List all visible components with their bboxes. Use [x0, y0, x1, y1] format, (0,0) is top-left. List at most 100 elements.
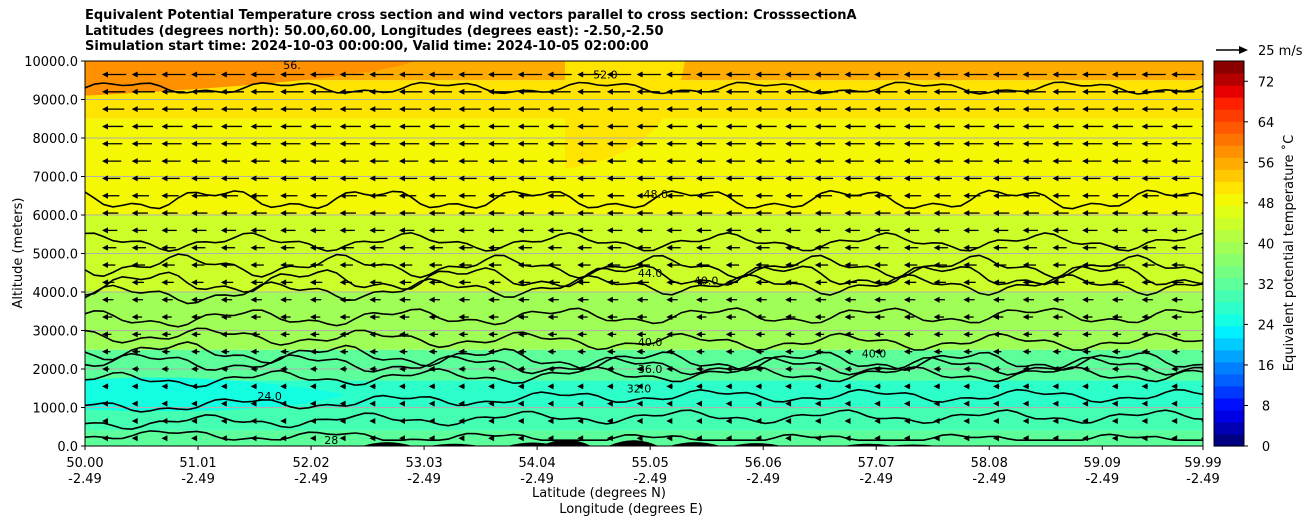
wind-vector-head-icon	[903, 210, 910, 217]
wind-vector-head-icon	[517, 296, 524, 303]
wind-vector-head-icon	[844, 400, 851, 407]
wind-vector-head-icon	[636, 175, 643, 182]
wind-vector-head-icon	[369, 123, 376, 130]
wind-vector-head-icon	[1171, 262, 1178, 269]
wind-vector-head-icon	[1111, 192, 1118, 199]
wind-vector-head-icon	[1111, 227, 1118, 234]
wind-vector-head-icon	[1141, 314, 1148, 321]
wind-vector-head-icon	[606, 140, 613, 147]
wind-vector-head-icon	[547, 383, 554, 390]
wind-vector-head-icon	[399, 435, 405, 442]
wind-vector-head-icon	[309, 244, 316, 251]
wind-vector-head-icon	[577, 88, 584, 95]
wind-vector-head-icon	[309, 88, 316, 95]
wind-vector-head-icon	[577, 435, 584, 442]
colorbar-swatch-9	[1214, 325, 1244, 339]
wind-vector-head-icon	[399, 348, 405, 355]
wind-vector-head-icon	[636, 314, 643, 321]
wind-vector-head-icon	[1082, 106, 1089, 113]
wind-vector-head-icon	[606, 366, 613, 372]
wind-vector-head-icon	[874, 366, 881, 372]
wind-vector-head-icon	[1082, 71, 1089, 78]
wind-vector-head-icon	[903, 400, 910, 407]
wind-vector-head-icon	[1171, 348, 1178, 355]
wind-vector-head-icon	[636, 348, 643, 355]
wind-vector-head-icon	[1052, 192, 1059, 199]
wind-vector-head-icon	[1200, 281, 1203, 284]
wind-vector-head-icon	[844, 123, 851, 130]
wind-vector-head-icon	[755, 383, 762, 390]
wind-vector-head-icon	[903, 331, 910, 338]
wind-vector-head-icon	[102, 244, 108, 251]
wind-vector-head-icon	[844, 435, 851, 442]
wind-vector-head-icon	[1111, 71, 1118, 78]
wind-vector-head-icon	[369, 331, 376, 338]
wind-vector-head-icon	[339, 106, 346, 113]
wind-vector-head-icon	[963, 279, 970, 286]
wind-vector-head-icon	[1171, 140, 1178, 147]
wind-vector-head-icon	[547, 366, 554, 372]
wind-vector-head-icon	[666, 123, 673, 130]
wind-vector-head-icon	[814, 71, 821, 78]
wind-vector-head-icon	[993, 123, 999, 130]
wind-vector-head-icon	[963, 140, 970, 147]
wind-vector-head-icon	[547, 348, 554, 355]
wind-vector-head-icon	[1111, 244, 1118, 251]
wind-vector-head-icon	[458, 210, 465, 217]
wind-vector-head-icon	[131, 366, 138, 372]
wind-vector-head-icon	[903, 314, 910, 321]
wind-vector-head-icon	[280, 123, 287, 130]
wind-vector-head-icon	[696, 140, 702, 147]
wind-vector-head-icon	[903, 88, 910, 95]
wind-vector-head-icon	[874, 400, 881, 407]
wind-vector-head-icon	[1111, 106, 1118, 113]
wind-vector-head-icon	[755, 331, 762, 338]
wind-vector-head-icon	[369, 348, 376, 355]
wind-vector-head-icon	[220, 140, 227, 147]
wind-vector-head-icon	[814, 262, 821, 269]
wind-vector-head-icon	[280, 210, 287, 217]
wind-vector-head-icon	[428, 244, 435, 251]
wind-vector-head-icon	[191, 262, 198, 269]
wind-vector-head-icon	[963, 314, 970, 321]
wind-vectors	[102, 71, 1203, 442]
wind-vector-head-icon	[666, 331, 673, 338]
wind-vector-head-icon	[874, 210, 881, 217]
wind-vector-head-icon	[250, 279, 257, 286]
wind-vector-head-icon	[577, 400, 584, 407]
wind-vector-head-icon	[131, 210, 138, 217]
x-tick-lon-8: -2.49	[972, 472, 1006, 487]
wind-vector-head-icon	[755, 123, 762, 130]
wind-vector-head-icon	[161, 279, 168, 286]
wind-vector-head-icon	[844, 192, 851, 199]
wind-vector-head-icon	[1171, 88, 1178, 95]
wind-vector-head-icon	[1171, 123, 1178, 130]
x-tick-lat-9: 59.09	[1084, 456, 1121, 471]
wind-vector-head-icon	[993, 71, 999, 78]
wind-vector-head-icon	[1022, 88, 1029, 95]
contour-line-12	[85, 409, 1203, 431]
wind-vector-head-icon	[399, 192, 405, 199]
wind-vector-head-icon	[1171, 400, 1178, 407]
wind-vector-head-icon	[280, 366, 287, 372]
wind-vector-head-icon	[517, 106, 524, 113]
wind-vector-head-icon	[725, 123, 732, 130]
wind-vector-head-icon	[725, 400, 732, 407]
wind-vector-head-icon	[102, 175, 108, 182]
wind-vector-head-icon	[547, 314, 554, 321]
wind-vector-head-icon	[1111, 210, 1118, 217]
wind-vector-head-icon	[399, 314, 405, 321]
wind-vector-head-icon	[280, 400, 287, 407]
wind-vector-head-icon	[191, 279, 198, 286]
wind-vector-head-icon	[1022, 400, 1029, 407]
wind-vector-head-icon	[220, 400, 227, 407]
wind-vector-head-icon	[993, 331, 999, 338]
wind-vector-head-icon	[755, 417, 762, 424]
wind-vector-head-icon	[458, 192, 465, 199]
wind-vector-head-icon	[933, 348, 940, 355]
wind-vector-head-icon	[547, 435, 554, 442]
wind-vector-head-icon	[488, 400, 495, 407]
wind-vector-head-icon	[725, 244, 732, 251]
wind-vector-head-icon	[1141, 123, 1148, 130]
wind-vector-head-icon	[1141, 158, 1148, 165]
